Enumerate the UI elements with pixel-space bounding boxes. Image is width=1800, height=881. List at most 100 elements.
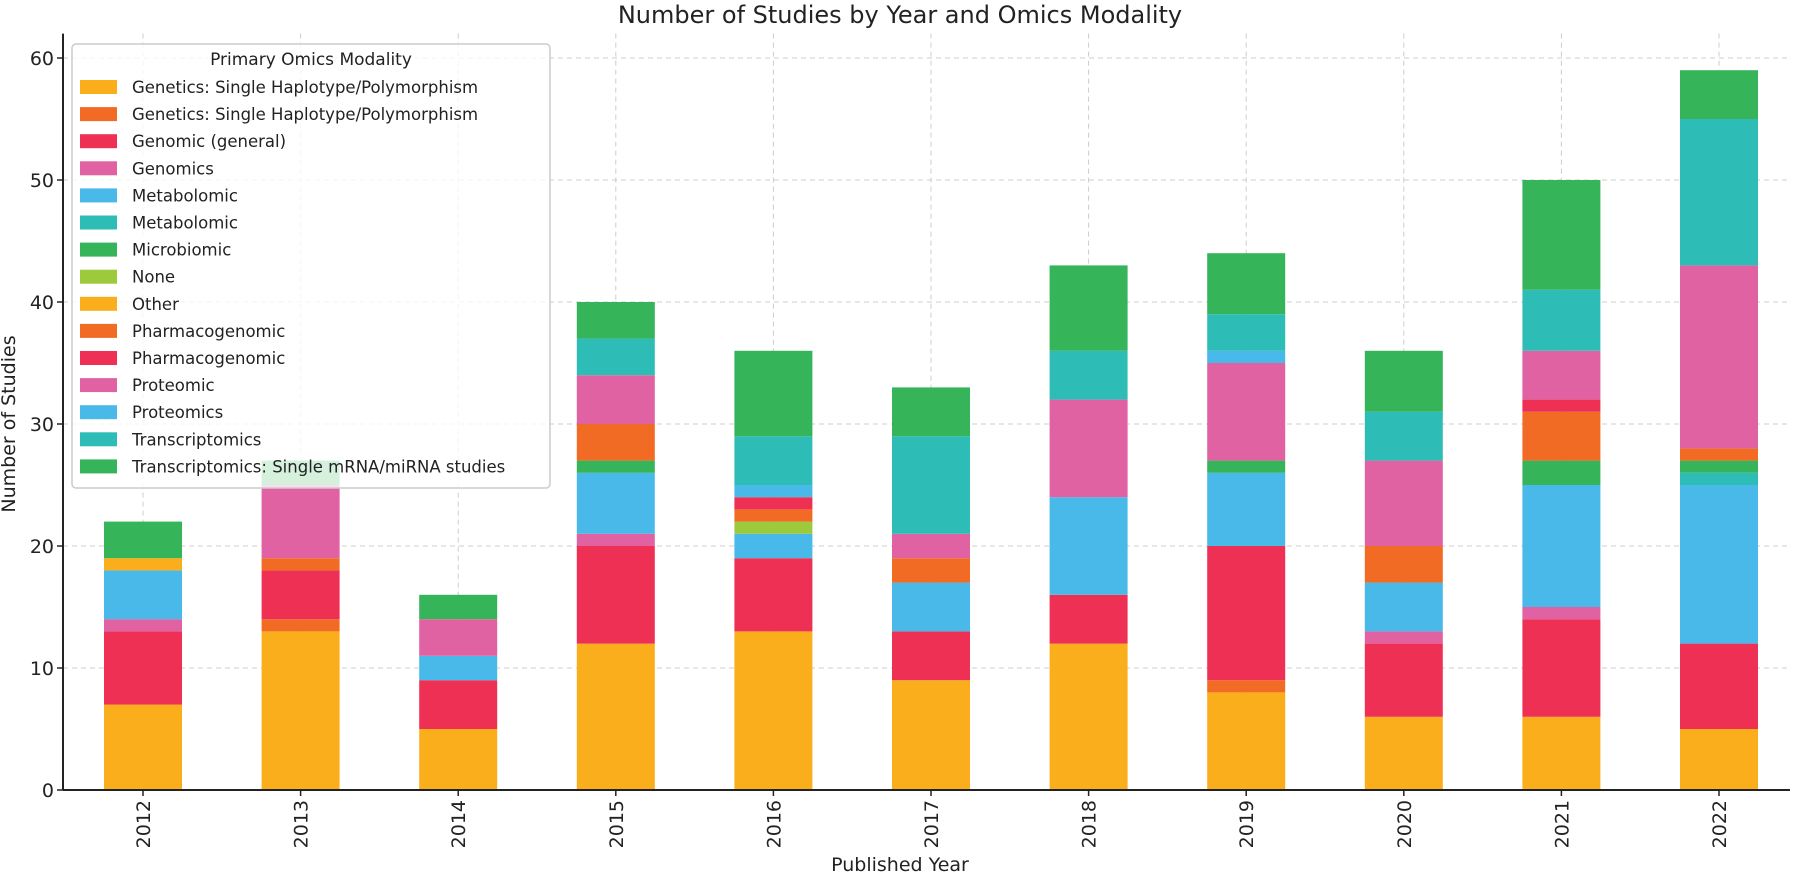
bar-segment: [1364, 643, 1443, 717]
bar-segment: [734, 521, 813, 534]
legend-swatch: [80, 351, 117, 365]
legend-entry-label: Pharmacogenomic: [132, 322, 285, 341]
legend-swatch: [80, 405, 117, 420]
bar-segment: [576, 302, 655, 339]
legend-entry-label: Genomics: [132, 159, 214, 178]
bar-segment: [1207, 253, 1286, 315]
bar-segment: [734, 631, 813, 790]
legend-entry-label: Transcriptomics: [131, 430, 261, 449]
legend-entry-label: None: [132, 268, 175, 287]
bar-segment: [1364, 716, 1443, 790]
legend-entry-label: Transcriptomics: Single mRNA/miRNA studi…: [131, 457, 505, 476]
bar-segment: [892, 387, 970, 437]
bar-segment: [419, 619, 498, 656]
legend-box: [71, 43, 551, 489]
bar-segment: [1207, 363, 1286, 461]
bar-segment: [104, 570, 182, 620]
legend-swatch: [80, 378, 117, 393]
bar-segment: [1522, 619, 1601, 717]
legend-entry-label: Metabolomic: [132, 186, 238, 205]
bar-segment: [1680, 729, 1758, 790]
bar-segment: [1522, 716, 1601, 790]
bar-segment: [104, 558, 182, 571]
bar-segment: [734, 485, 813, 498]
bar-segment: [1364, 411, 1443, 461]
legend: Primary Omics Modality Genetics: Single …: [71, 43, 551, 489]
legend-entry-label: Pharmacogenomic: [132, 349, 285, 368]
x-tick-label: 2016: [763, 800, 785, 848]
bar-segment: [419, 680, 498, 729]
bar-segment: [261, 570, 340, 620]
x-tick-label: 2019: [1236, 800, 1258, 848]
bar-segment: [1522, 411, 1601, 461]
bar-segment: [576, 375, 655, 424]
legend-entry-label: Genetics: Single Haplotype/Polymorphism: [132, 105, 478, 124]
bar-segment: [1364, 546, 1443, 583]
bar-segment: [1364, 350, 1443, 412]
bar-segment: [1680, 485, 1758, 644]
bar-segment: [1680, 448, 1758, 461]
bar-segment: [734, 509, 813, 522]
x-tick-label: 2015: [606, 800, 628, 848]
bar-segment: [734, 350, 813, 437]
bar-segment: [576, 472, 655, 534]
bar-segment: [1680, 472, 1758, 485]
bar-segment: [1049, 350, 1128, 400]
bar-segment: [1522, 289, 1601, 351]
legend-entry-label: Other: [132, 295, 179, 314]
bar-segment: [419, 729, 498, 790]
legend-entry-label: Proteomics: [132, 403, 223, 422]
legend-swatch: [80, 161, 117, 176]
bar-segment: [1207, 546, 1286, 681]
bar-segment: [1207, 692, 1286, 790]
x-tick-label: 2020: [1394, 800, 1416, 848]
legend-swatch: [80, 242, 117, 257]
legend-swatch: [80, 432, 117, 447]
bar-segment: [1522, 350, 1601, 400]
y-tick-label: 50: [30, 170, 54, 192]
bar-segment: [892, 436, 970, 534]
bar-segment: [734, 497, 813, 510]
legend-swatch: [80, 323, 117, 338]
bars: [104, 70, 1758, 790]
bar-segment: [576, 460, 655, 473]
y-tick-label: 20: [30, 536, 54, 558]
legend-entry-label: Genomic (general): [132, 132, 286, 151]
x-tick-label: 2017: [921, 800, 943, 848]
legend-entry-label: Proteomic: [132, 376, 215, 395]
bar-segment: [261, 558, 340, 571]
bar-segment: [1364, 460, 1443, 546]
chart-title: Number of Studies by Year and Omics Moda…: [618, 1, 1182, 29]
bar-segment: [104, 704, 182, 790]
bar-segment: [1680, 70, 1758, 119]
bar-segment: [734, 436, 813, 485]
bar-segment: [1207, 460, 1286, 473]
bar-segment: [104, 619, 182, 632]
bar-segment: [1522, 180, 1601, 290]
legend-swatch: [80, 296, 117, 311]
bar-segment: [261, 619, 340, 632]
bar-segment: [576, 546, 655, 644]
legend-swatch: [80, 269, 117, 284]
bar-segment: [576, 643, 655, 790]
bar-segment: [104, 631, 182, 705]
legend-swatch: [80, 188, 117, 203]
legend-title: Primary Omics Modality: [210, 50, 412, 70]
bar-segment: [1522, 399, 1601, 412]
bar-segment: [1680, 460, 1758, 473]
bar-segment: [1207, 314, 1286, 351]
bar-segment: [1207, 350, 1286, 363]
bar-segment: [1522, 485, 1601, 607]
legend-swatch: [80, 107, 117, 122]
bar-segment: [104, 521, 182, 559]
legend-swatch: [80, 80, 117, 94]
legend-entry-label: Genetics: Single Haplotype/Polymorphism: [132, 78, 478, 97]
bar-segment: [1049, 594, 1128, 644]
y-tick-label: 10: [30, 658, 54, 680]
bar-segment: [892, 680, 970, 790]
bar-segment: [892, 533, 970, 559]
bar-segment: [1680, 265, 1758, 449]
bar-segment: [892, 631, 970, 681]
bar-segment: [1364, 582, 1443, 632]
bar-segment: [1680, 643, 1758, 729]
